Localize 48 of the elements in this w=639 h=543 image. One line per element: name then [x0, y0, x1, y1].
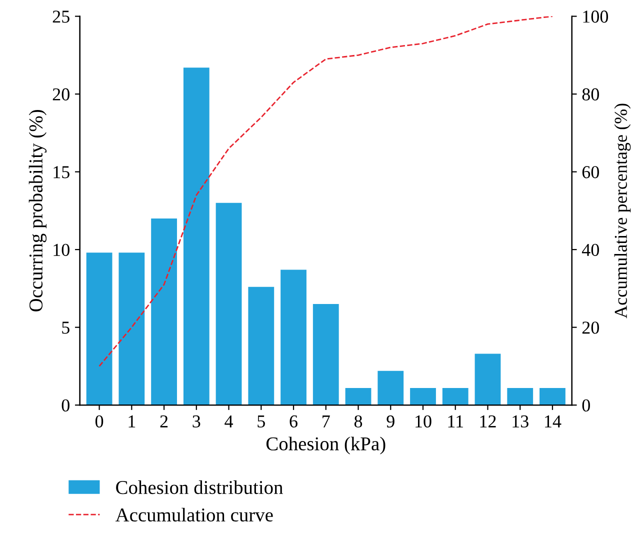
y2-tick-label: 20 — [582, 322, 599, 334]
legend-label: Cohesion distribution — [116, 480, 283, 494]
y2-tick-label: 60 — [582, 166, 599, 178]
x-tick-label: 13 — [512, 415, 528, 428]
x-tick-label: 4 — [224, 415, 234, 428]
x-tick-label: 3 — [192, 415, 200, 428]
x-tick-label: 0 — [95, 415, 104, 428]
y-tick-label: 25 — [52, 10, 70, 23]
x-tick-label: 12 — [480, 415, 496, 428]
y2-axis-title: Accumulative percentage (%) — [614, 104, 631, 318]
bar — [248, 286, 274, 406]
bar — [118, 252, 145, 406]
line-series — [98, 16, 554, 367]
bar — [280, 270, 306, 406]
y-tick-label: 15 — [54, 166, 70, 178]
bar — [410, 388, 436, 406]
y-tick-label: 5 — [62, 322, 70, 334]
bar — [540, 388, 566, 406]
bar — [86, 252, 112, 406]
y2-tick-label: 80 — [582, 88, 599, 100]
bar — [183, 68, 210, 406]
y-tick-label: 20 — [52, 88, 70, 100]
x-tick-label: 7 — [322, 416, 330, 428]
y2-tick-label: 100 — [583, 10, 608, 23]
y-tick-label: 0 — [62, 399, 70, 412]
y-tick-label: 10 — [54, 244, 70, 256]
x-tick-label: 14 — [545, 415, 562, 428]
y2-tick-label: 0 — [582, 399, 590, 412]
bar — [507, 388, 534, 406]
bar — [216, 202, 242, 406]
x-tick-label: 10 — [416, 415, 432, 428]
x-tick-label: 8 — [354, 415, 362, 428]
bar — [442, 388, 468, 406]
bar — [345, 388, 372, 406]
y2-tick-label: 40 — [582, 244, 599, 256]
x-tick-label: 5 — [258, 416, 265, 428]
bar — [151, 218, 177, 406]
x-axis-title: Cohesion (kPa) — [266, 436, 386, 454]
bar — [312, 304, 339, 406]
y-axis-title: Occurring probability (%) — [28, 110, 47, 312]
x-tick-label: 6 — [290, 415, 298, 428]
bar — [378, 370, 404, 406]
legend-label: Accumulation curve — [115, 508, 273, 522]
x-tick-label: 2 — [160, 415, 168, 428]
x-tick-label: 1 — [128, 415, 136, 428]
x-tick-label: 11 — [448, 415, 463, 428]
x-tick-label: 9 — [386, 415, 394, 428]
bar — [474, 354, 501, 406]
